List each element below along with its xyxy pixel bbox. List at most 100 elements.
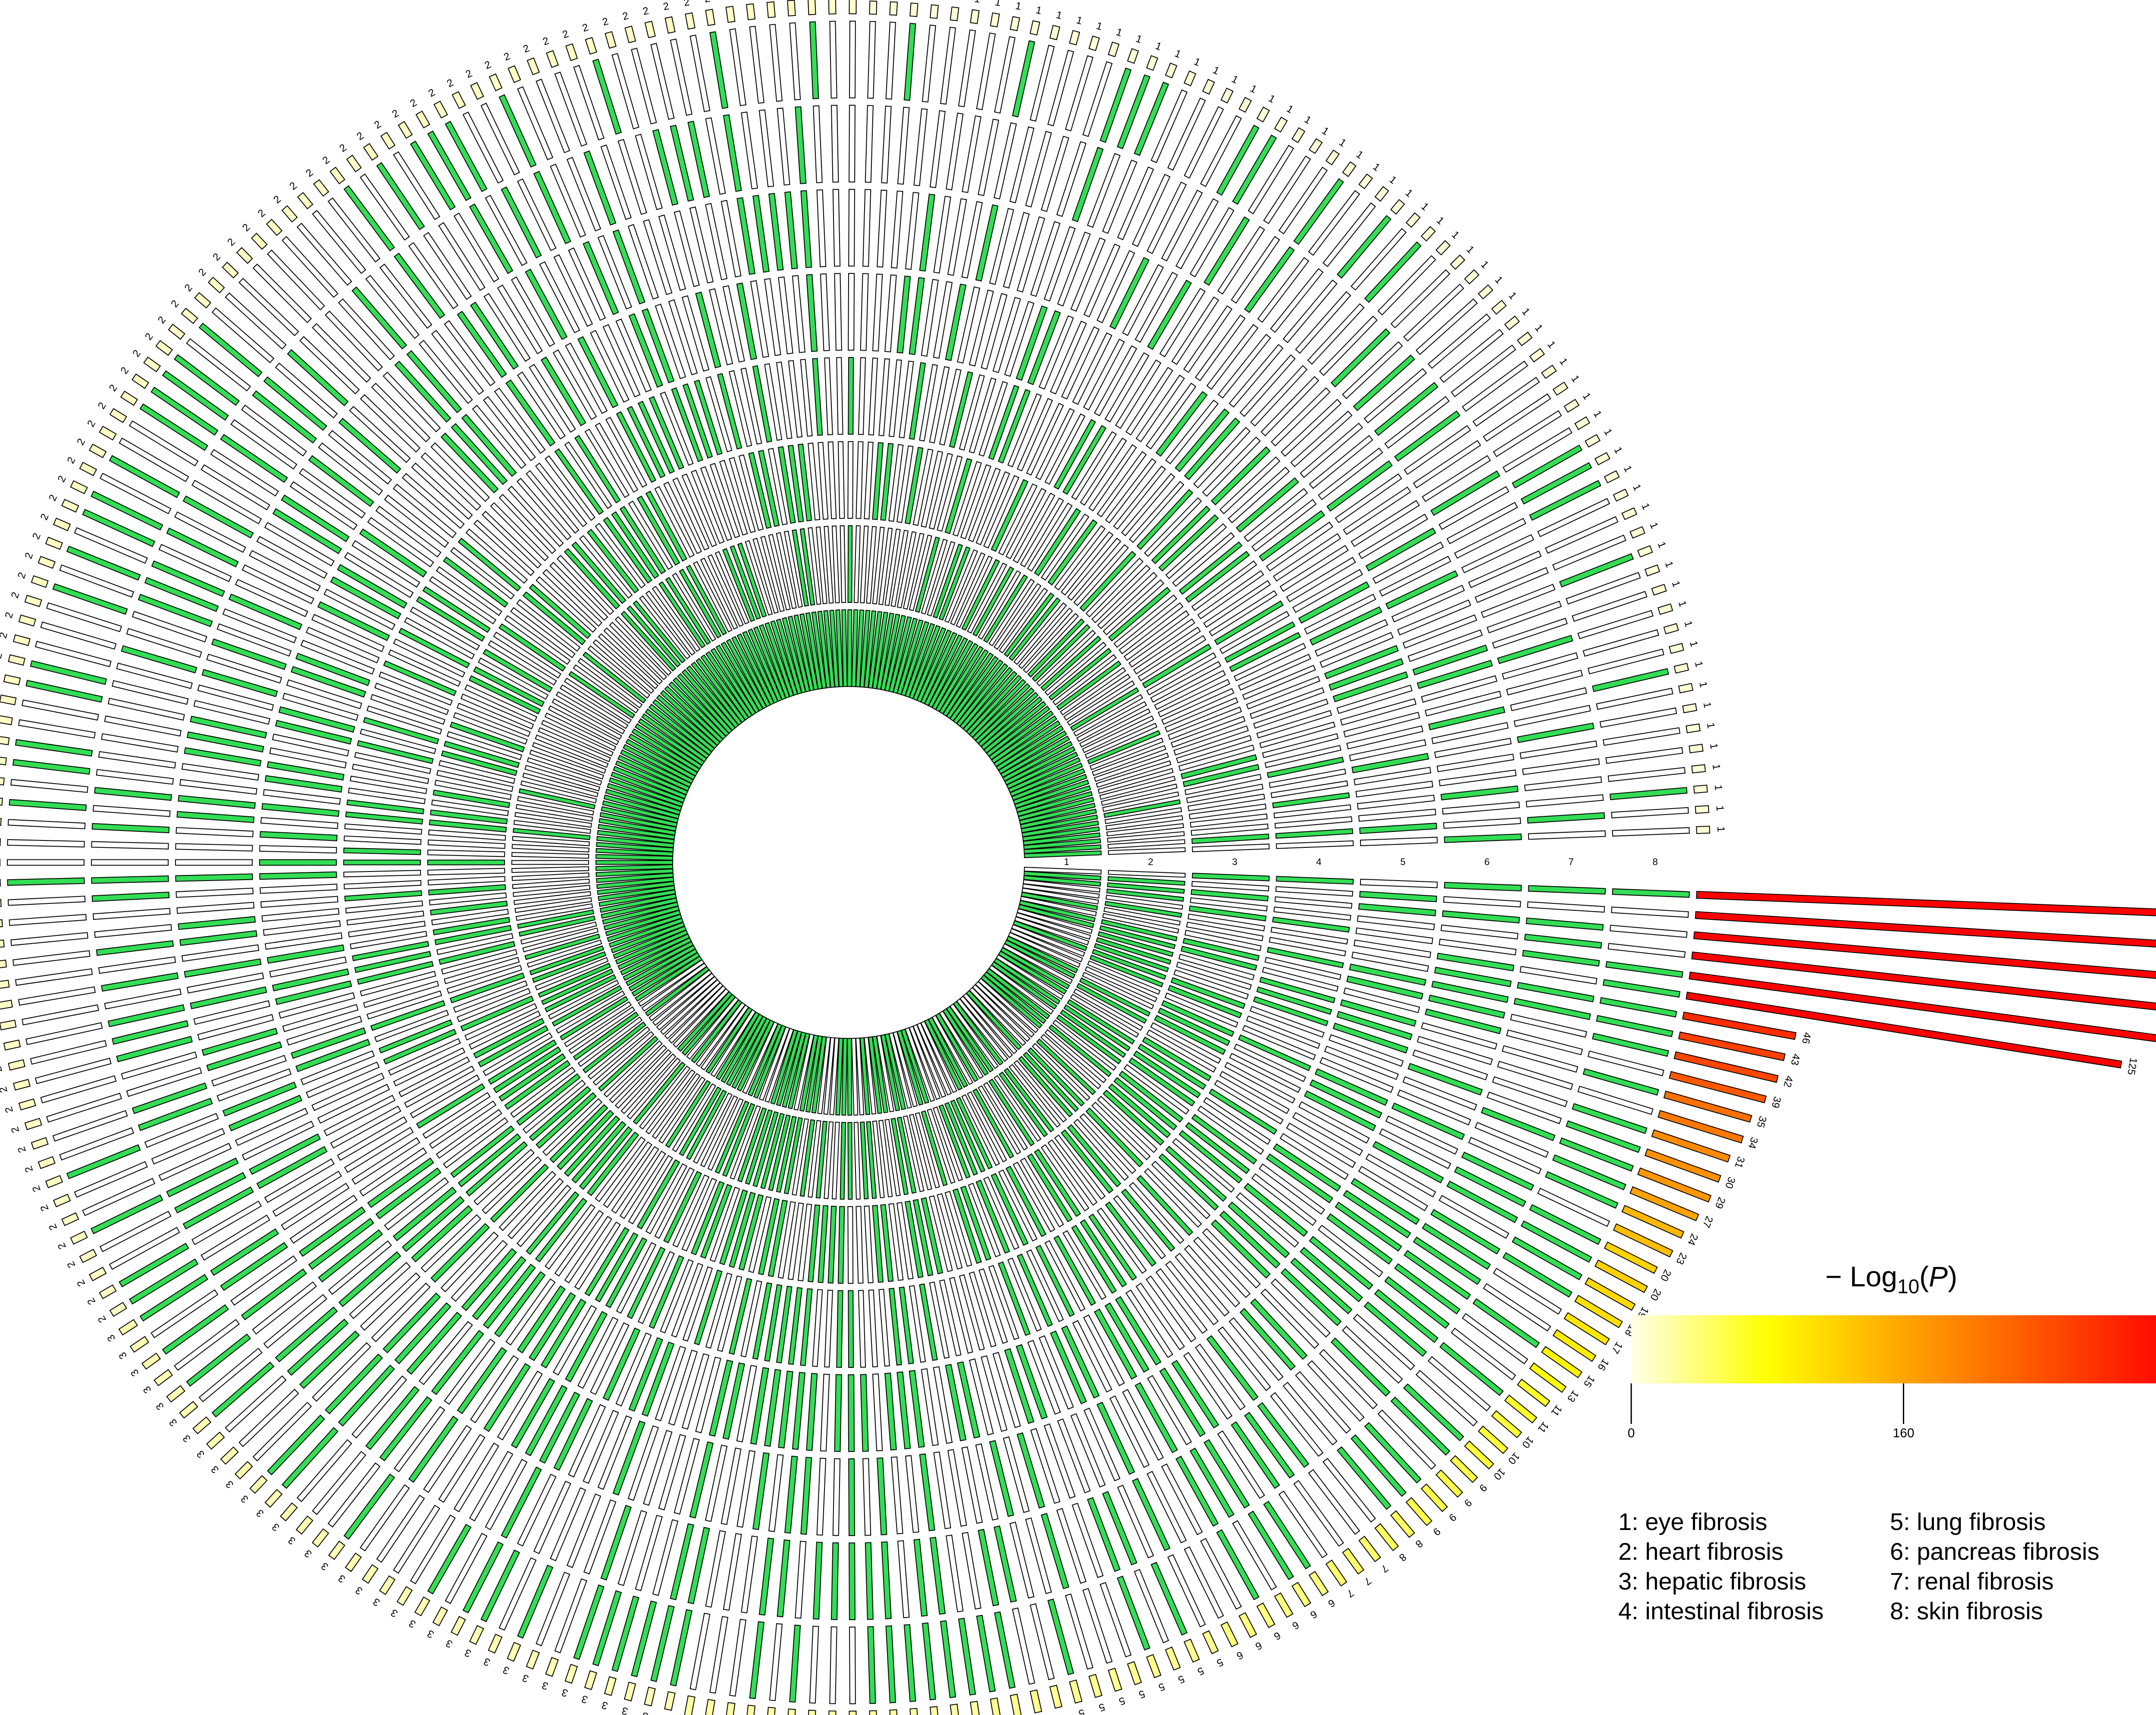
outer-value-bar [24,595,42,607]
track-3-bar [968,1182,1001,1257]
track-5-bar [1202,436,1261,497]
track-7-bar [1175,198,1219,270]
track-4-bar [345,900,423,914]
track-8-bar [1117,74,1150,150]
track-1-bar [696,658,746,723]
outer-value-bar [1651,1129,1731,1163]
track-3-bar [1190,813,1268,828]
track-3-bar [1073,544,1129,606]
track-7-bar [1342,1326,1403,1384]
track-2-bar [511,844,589,853]
outer-value-label: 2 [621,10,630,23]
track-8-bar [517,86,554,160]
track-4-bar [1269,768,1346,788]
track-7-bar [1231,1421,1280,1489]
track-2-bar [872,527,885,605]
track-2-bar [526,939,602,968]
track-7-bar [501,186,542,259]
track-2-bar [532,951,607,983]
track-4-bar [367,990,442,1020]
track-7-bar [1257,1402,1310,1468]
track-1-bar [681,669,736,731]
track-5-bar [590,330,630,403]
outer-value-label: 2 [85,1296,98,1307]
track-8-bar [109,1227,180,1270]
track-8-bar [91,1194,163,1235]
track-7-bar [705,117,726,195]
track-1-bar [953,1000,1004,1066]
track-1-bar [613,925,687,959]
track-7-bar [96,769,174,785]
outer-value-label: 3 [425,1627,436,1640]
track-7-bar [813,105,823,183]
outer-value-label: 125 [2125,1057,2139,1076]
track-7-bar [92,805,171,817]
track-3-bar [1191,881,1269,892]
track-6-bar [431,329,484,395]
track-6-bar [877,189,887,268]
track-4-bar [1253,699,1329,729]
track-3-bar [975,471,1010,546]
track-2-bar [526,757,602,786]
track-8-bar [360,173,410,241]
outer-value-label: 1 [1663,560,1676,569]
track-4-bar [627,1246,666,1319]
track-8-bar [1117,1575,1150,1651]
track-6-bar [328,1240,392,1295]
outer-value-bar [1478,284,1494,300]
track-5-bar [401,473,465,529]
track-7-bar [1384,396,1450,449]
track-4-bar [564,441,612,509]
track-3-bar [1054,525,1106,591]
outer-value-bar [1574,416,1590,430]
track-4-bar [1185,1122,1250,1174]
track-5-bar [1304,593,1376,635]
outer-value-bar [1108,41,1120,57]
track-8-bar [1200,1538,1242,1610]
track-7-bar [1147,182,1187,254]
track-6-bar [539,261,580,333]
track-8-bar [1577,610,1654,640]
track-4-bar [1017,398,1053,472]
track-1-bar [596,842,674,853]
track-3-bar [1047,1139,1098,1206]
track-8-bar [162,1304,229,1355]
track-8-bar [225,292,287,350]
track-7-bar [1461,1151,1534,1191]
track-2-bar [573,1011,639,1061]
track-3-bar [1012,1161,1056,1232]
track-1-bar [991,715,1057,764]
track-4-bar [374,1010,449,1042]
track-5-bar [517,371,566,440]
track-4-bar [1026,403,1064,476]
outer-value-bar [507,1642,521,1662]
track-2-bar [944,549,978,623]
outer-value-bar [0,939,5,949]
track-8-bar [18,719,96,739]
track-5-bar [1184,417,1241,480]
outer-value-bar [1009,1693,1022,1715]
track-5-bar [860,273,869,351]
track-6-bar [197,1014,274,1041]
track-4-bar [1256,986,1332,1015]
track-8-bar [1559,553,1634,588]
outer-value-label: 2 [0,1065,5,1073]
track-8-bar [1483,393,1551,442]
track-5-bar [494,1271,546,1338]
track-7-bar [485,1459,528,1530]
track-1-bar [1022,832,1101,846]
track-8-bar [410,141,456,210]
outer-value-label: 2 [372,118,383,131]
track-3-bar [1154,1015,1226,1055]
track-6-bar [583,241,619,315]
outer-value-label: 1 [1192,56,1202,69]
outer-value-bar [970,9,980,24]
track-5-bar [957,286,981,364]
track-6-bar [736,1450,756,1528]
track-4-bar [740,1280,762,1358]
track-8-bar [1232,1520,1277,1590]
track-2-bar [792,1118,809,1196]
track-1-bar [782,1032,806,1108]
track-3-bar [738,1194,764,1271]
outer-value-label: 8 [1397,1551,1408,1563]
